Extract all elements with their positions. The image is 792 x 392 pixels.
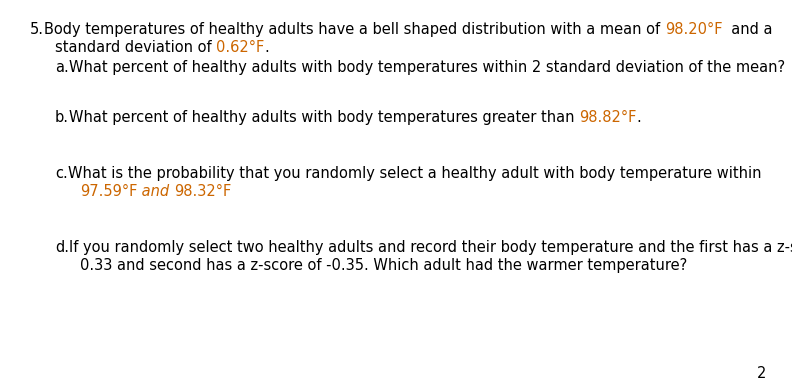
Text: c.: c. [55, 166, 68, 181]
Text: Body temperatures of healthy adults have a bell shaped distribution with a mean : Body temperatures of healthy adults have… [44, 22, 664, 37]
Text: 97.59°F: 97.59°F [80, 184, 137, 199]
Text: What percent of healthy adults with body temperatures greater than: What percent of healthy adults with body… [69, 110, 579, 125]
Text: 2: 2 [757, 366, 767, 381]
Text: .: . [265, 40, 269, 55]
Text: If you randomly select two healthy adults and record their body temperature and : If you randomly select two healthy adult… [69, 240, 792, 255]
Text: 0.33 and second has a z-score of -0.35. Which adult had the warmer temperature?: 0.33 and second has a z-score of -0.35. … [80, 258, 687, 273]
Text: and: and [137, 184, 174, 199]
Text: .: . [637, 110, 642, 125]
Text: b.: b. [55, 110, 69, 125]
Text: What percent of healthy adults with body temperatures within 2 standard deviatio: What percent of healthy adults with body… [69, 60, 785, 75]
Text: 5.: 5. [30, 22, 44, 37]
Text: and a: and a [722, 22, 773, 37]
Text: 98.32°F: 98.32°F [174, 184, 231, 199]
Text: a.: a. [55, 60, 69, 75]
Text: d.: d. [55, 240, 69, 255]
Text: What is the probability that you randomly select a healthy adult with body tempe: What is the probability that you randoml… [68, 166, 761, 181]
Text: 0.62°F: 0.62°F [216, 40, 265, 55]
Text: 98.20°F: 98.20°F [664, 22, 722, 37]
Text: standard deviation of: standard deviation of [55, 40, 216, 55]
Text: 98.82°F: 98.82°F [579, 110, 637, 125]
